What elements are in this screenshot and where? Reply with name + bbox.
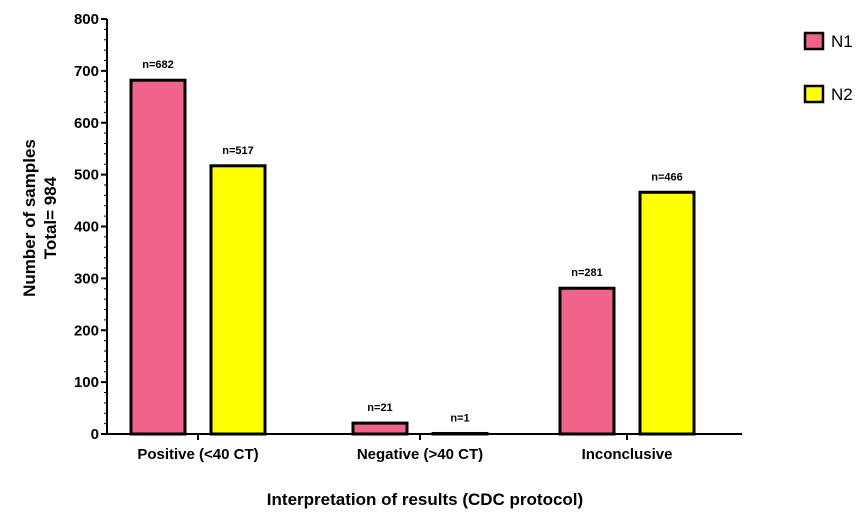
bar-value-label: n=21 [367, 402, 392, 414]
y-tick-label: 300 [74, 270, 99, 287]
bar-value-label: n=682 [142, 59, 174, 71]
y-axis-title-line-2: Total= 984 [41, 176, 60, 259]
y-tick-label: 400 [74, 219, 99, 236]
x-axis-title: Interpretation of results (CDC protocol) [267, 490, 583, 509]
y-axis: 0 100 200 300 400 500 600 700 800 [74, 11, 108, 443]
bar-n1 [129, 78, 187, 436]
bar-n2 [209, 164, 267, 436]
y-tick-label: 700 [74, 63, 99, 80]
y-tick-label: 0 [91, 426, 99, 443]
bar-value-label: n=281 [571, 267, 603, 279]
bar-n2 [431, 431, 489, 436]
legend: N1 N2 [803, 31, 853, 104]
bar-n1 [558, 286, 616, 436]
legend-label: N1 [831, 32, 853, 51]
y-tick-label: 200 [74, 322, 99, 339]
y-tick-label: 800 [74, 11, 99, 28]
x-axis: Positive (<40 CT) Negative (>40 CT) Inconc… [106, 433, 742, 463]
x-category-label: Inconclusive [582, 446, 673, 463]
y-tick-label: 500 [74, 167, 99, 184]
x-category-label: Positive (<40 CT) [137, 446, 258, 463]
bars: n=682 n=517 n=21 n=1 n=281 n=466 [129, 59, 696, 436]
bar-n2 [638, 190, 696, 436]
legend-swatch [803, 84, 825, 104]
legend-label: N2 [831, 85, 853, 104]
y-tick-label: 600 [74, 115, 99, 132]
bar-n1 [351, 421, 409, 436]
x-category-label: Negative (>40 CT) [357, 446, 483, 463]
y-axis-title-line-1: Number of samples [20, 139, 39, 297]
bar-value-label: n=466 [651, 171, 683, 183]
bar-value-label: n=517 [222, 145, 254, 157]
bar-value-label: n=1 [450, 412, 469, 424]
y-tick-label: 100 [74, 374, 99, 391]
legend-swatch [803, 31, 825, 51]
